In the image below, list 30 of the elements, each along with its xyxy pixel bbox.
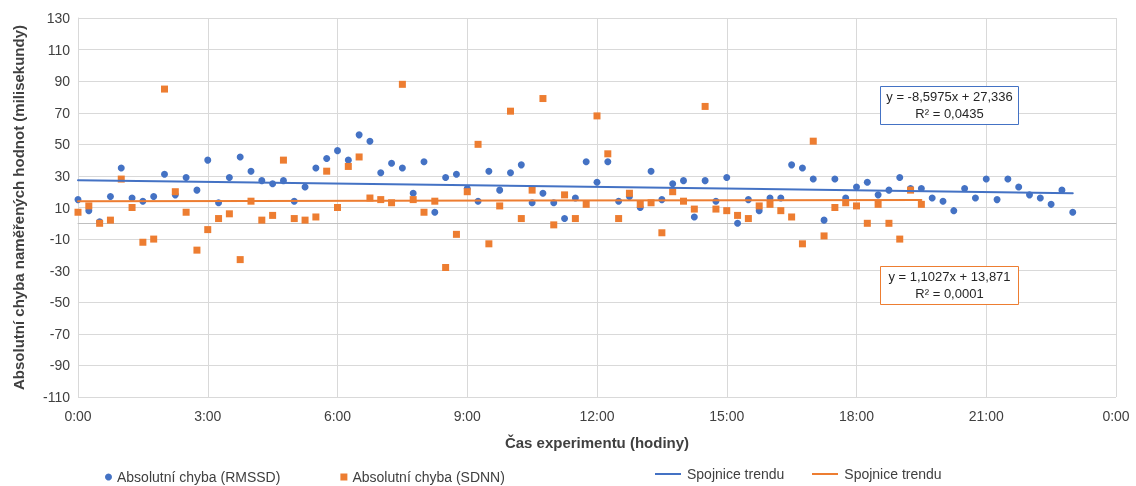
legend-label: Absolutní chyba (RMSSD): [117, 469, 281, 485]
y-tick-label: -70: [49, 325, 71, 342]
x-tick-label: 12:00: [579, 408, 615, 424]
y-tick-label: -30: [49, 262, 71, 279]
y-tick-label: -90: [49, 357, 71, 374]
annotation: y = -8,5975x + 27,336 R² = 0,0435: [886, 88, 1013, 121]
y-tick-label: -10: [49, 231, 71, 248]
y-tick-label: 110: [47, 41, 71, 58]
x-axis-title: Čas experimentu (hodiny): [504, 434, 690, 451]
legend-label: Spojnice trendu: [687, 466, 785, 482]
legend-label: Spojnice trendu: [844, 466, 942, 482]
y-tick-label: 90: [54, 73, 71, 90]
y-tick-label: 130: [46, 10, 71, 26]
legend-label: Absolutní chyba (SDNN): [352, 469, 505, 485]
x-tick-label: 3:00: [194, 408, 222, 424]
y-tick-label: 30: [54, 167, 71, 184]
y-tick-label: -50: [49, 294, 71, 311]
x-tick-label: 0:00: [1102, 408, 1130, 424]
x-tick-label: 0:00: [64, 408, 92, 424]
y-tick-label: 50: [54, 136, 71, 153]
x-tick-label: 18:00: [838, 408, 875, 424]
y-tick-label: 10: [54, 199, 71, 216]
y-tick-label: -110: [43, 389, 71, 405]
annotation: y = 1,1027x + 13,871 R² = 0,0001: [888, 268, 1011, 301]
x-tick-label: 6:00: [323, 408, 352, 424]
x-tick-label: 21:00: [968, 408, 1004, 424]
x-tick-label: 9:00: [453, 408, 482, 424]
y-tick-label: 70: [54, 104, 71, 121]
y-axis-title: Absolutní chyba naměřených hodnot (milisekundy): [10, 24, 27, 391]
x-tick-label: 15:00: [709, 408, 745, 424]
